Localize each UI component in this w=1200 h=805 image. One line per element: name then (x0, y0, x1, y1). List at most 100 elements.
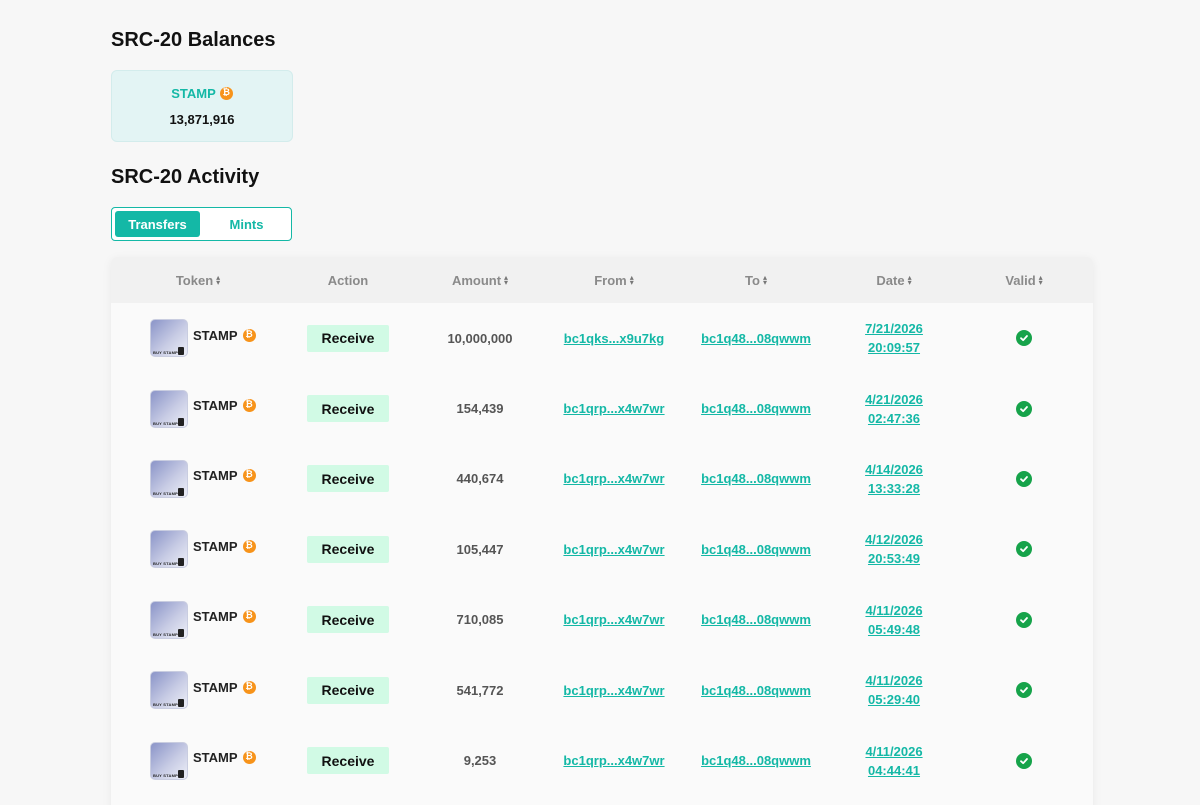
token-thumbnail[interactable]: BUY STAMP (150, 741, 188, 780)
time-link[interactable]: 05:29:40 (867, 692, 921, 708)
check-circle-icon (1016, 752, 1032, 769)
from-cell: bc1qks...x9u7kg (549, 331, 679, 346)
time-link[interactable]: 04:44:41 (867, 762, 921, 778)
bitcoin-icon: ₿ (242, 610, 256, 624)
thumbnail-caption: BUY STAMP (153, 420, 178, 426)
date-link[interactable]: 4/11/2026 (865, 602, 923, 618)
tab-mints[interactable]: Mints (229, 216, 264, 232)
action-badge: Receive (307, 535, 389, 563)
date-cell: 4/14/2026 13:33:28 (833, 460, 955, 498)
table-row: BUY STAMP STAMP ₿ Receive 710,085 bc1qrp… (111, 585, 1093, 655)
time-link[interactable]: 20:53:49 (867, 551, 921, 567)
time-link[interactable]: 20:09:57 (867, 340, 921, 356)
action-badge: Receive (307, 606, 389, 634)
date-cell: 4/12/2026 20:53:49 (833, 530, 955, 568)
date-link[interactable]: 4/11/2026 (865, 673, 923, 689)
to-address-link[interactable]: bc1q48...08qwwm (701, 471, 811, 487)
token-name: STAMP ₿ (193, 328, 256, 343)
to-address-link[interactable]: bc1q48...08qwwm (701, 401, 811, 417)
thumbnail-caption: BUY STAMP (153, 561, 178, 567)
action-cell: Receive (285, 606, 411, 634)
check-circle-icon (1016, 470, 1032, 487)
token-name: STAMP ₿ (193, 468, 256, 483)
token-cell[interactable]: BUY STAMP STAMP ₿ (111, 530, 285, 569)
balance-tick: STAMP ₿ (112, 86, 292, 101)
date-link[interactable]: 4/14/2026 (865, 461, 923, 477)
token-label: STAMP (193, 327, 238, 343)
column-header-to[interactable]: To ▴ ▾ (679, 273, 833, 288)
from-address-link[interactable]: bc1qks...x9u7kg (563, 330, 665, 346)
figure-icon (178, 558, 184, 567)
date-link[interactable]: 4/21/2026 (865, 391, 923, 407)
token-thumbnail[interactable]: BUY STAMP (150, 459, 188, 498)
from-cell: bc1qrp...x4w7wr (549, 542, 679, 557)
action-cell: Receive (285, 465, 411, 493)
date-cell: 7/21/2026 20:09:57 (833, 319, 955, 357)
sort-icon: ▴ ▾ (907, 273, 912, 287)
valid-cell (955, 752, 1093, 769)
thumbnail-caption: BUY STAMP (153, 772, 178, 778)
time-link[interactable]: 05:49:48 (867, 621, 921, 637)
valid-cell (955, 682, 1093, 699)
column-label: Amount (451, 272, 502, 288)
token-thumbnail[interactable]: BUY STAMP (150, 319, 188, 358)
token-label: STAMP (193, 609, 238, 625)
to-cell: bc1q48...08qwwm (679, 471, 833, 486)
action-cell: Receive (285, 535, 411, 563)
action-badge: Receive (307, 676, 389, 704)
balance-card-stamp[interactable]: STAMP ₿ 13,871,916 (111, 70, 293, 142)
action-badge: Receive (307, 324, 389, 352)
from-address-link[interactable]: bc1qrp...x4w7wr (563, 682, 665, 698)
token-thumbnail[interactable]: BUY STAMP (150, 600, 188, 639)
column-header-token[interactable]: Token ▴ ▾ (111, 273, 285, 288)
date-link[interactable]: 7/21/2026 (865, 321, 923, 337)
column-label: From (594, 272, 627, 288)
from-address-link[interactable]: bc1qrp...x4w7wr (563, 401, 665, 417)
token-thumbnail[interactable]: BUY STAMP (150, 530, 188, 569)
column-header-valid[interactable]: Valid ▴ ▾ (955, 273, 1093, 288)
date-link[interactable]: 4/12/2026 (865, 532, 923, 548)
token-cell[interactable]: BUY STAMP STAMP ₿ (111, 459, 285, 498)
token-cell[interactable]: BUY STAMP STAMP ₿ (111, 671, 285, 710)
token-label: STAMP (193, 679, 238, 695)
from-address-link[interactable]: bc1qrp...x4w7wr (563, 541, 665, 557)
time-link[interactable]: 13:33:28 (867, 480, 921, 496)
token-thumbnail[interactable]: BUY STAMP (150, 671, 188, 710)
tab-transfers[interactable]: Transfers (115, 211, 200, 237)
token-name: STAMP ₿ (193, 539, 256, 554)
column-header-from[interactable]: From ▴ ▾ (549, 273, 679, 288)
from-cell: bc1qrp...x4w7wr (549, 401, 679, 416)
sort-icon: ▴ ▾ (762, 273, 767, 287)
token-name: STAMP ₿ (193, 398, 256, 413)
action-badge: Receive (307, 747, 389, 775)
token-cell[interactable]: BUY STAMP STAMP ₿ (111, 319, 285, 358)
token-cell[interactable]: BUY STAMP STAMP ₿ (111, 741, 285, 780)
token-cell[interactable]: BUY STAMP STAMP ₿ (111, 389, 285, 428)
table-row: BUY STAMP STAMP ₿ Receive 9,253 bc1qrp..… (111, 725, 1093, 795)
to-cell: bc1q48...08qwwm (679, 401, 833, 416)
bitcoin-icon: ₿ (242, 328, 256, 342)
to-address-link[interactable]: bc1q48...08qwwm (701, 330, 811, 346)
token-cell[interactable]: BUY STAMP STAMP ₿ (111, 600, 285, 639)
from-address-link[interactable]: bc1qrp...x4w7wr (563, 471, 665, 487)
date-cell: 4/11/2026 05:49:48 (833, 601, 955, 639)
column-header-date[interactable]: Date ▴ ▾ (833, 273, 955, 288)
valid-cell (955, 611, 1093, 628)
date-link[interactable]: 4/11/2026 (865, 743, 923, 759)
from-address-link[interactable]: bc1qrp...x4w7wr (563, 612, 665, 628)
column-header-amount[interactable]: Amount ▴ ▾ (411, 273, 549, 288)
token-label: STAMP (193, 538, 238, 554)
to-address-link[interactable]: bc1q48...08qwwm (701, 541, 811, 557)
amount-cell: 710,085 (456, 612, 504, 628)
valid-cell (955, 400, 1093, 417)
to-address-link[interactable]: bc1q48...08qwwm (701, 682, 811, 698)
to-address-link[interactable]: bc1q48...08qwwm (701, 612, 811, 628)
token-thumbnail[interactable]: BUY STAMP (150, 389, 188, 428)
activity-title: SRC-20 Activity (111, 166, 260, 188)
column-label: Valid (1005, 272, 1036, 288)
time-link[interactable]: 02:47:36 (867, 410, 921, 426)
to-address-link[interactable]: bc1q48...08qwwm (701, 753, 811, 769)
from-address-link[interactable]: bc1qrp...x4w7wr (563, 753, 665, 769)
activity-table: Token ▴ ▾ Action Amount ▴ ▾ From ▴ ▾ To ▴ ▾ … (111, 257, 1093, 805)
check-circle-icon (1016, 400, 1032, 417)
